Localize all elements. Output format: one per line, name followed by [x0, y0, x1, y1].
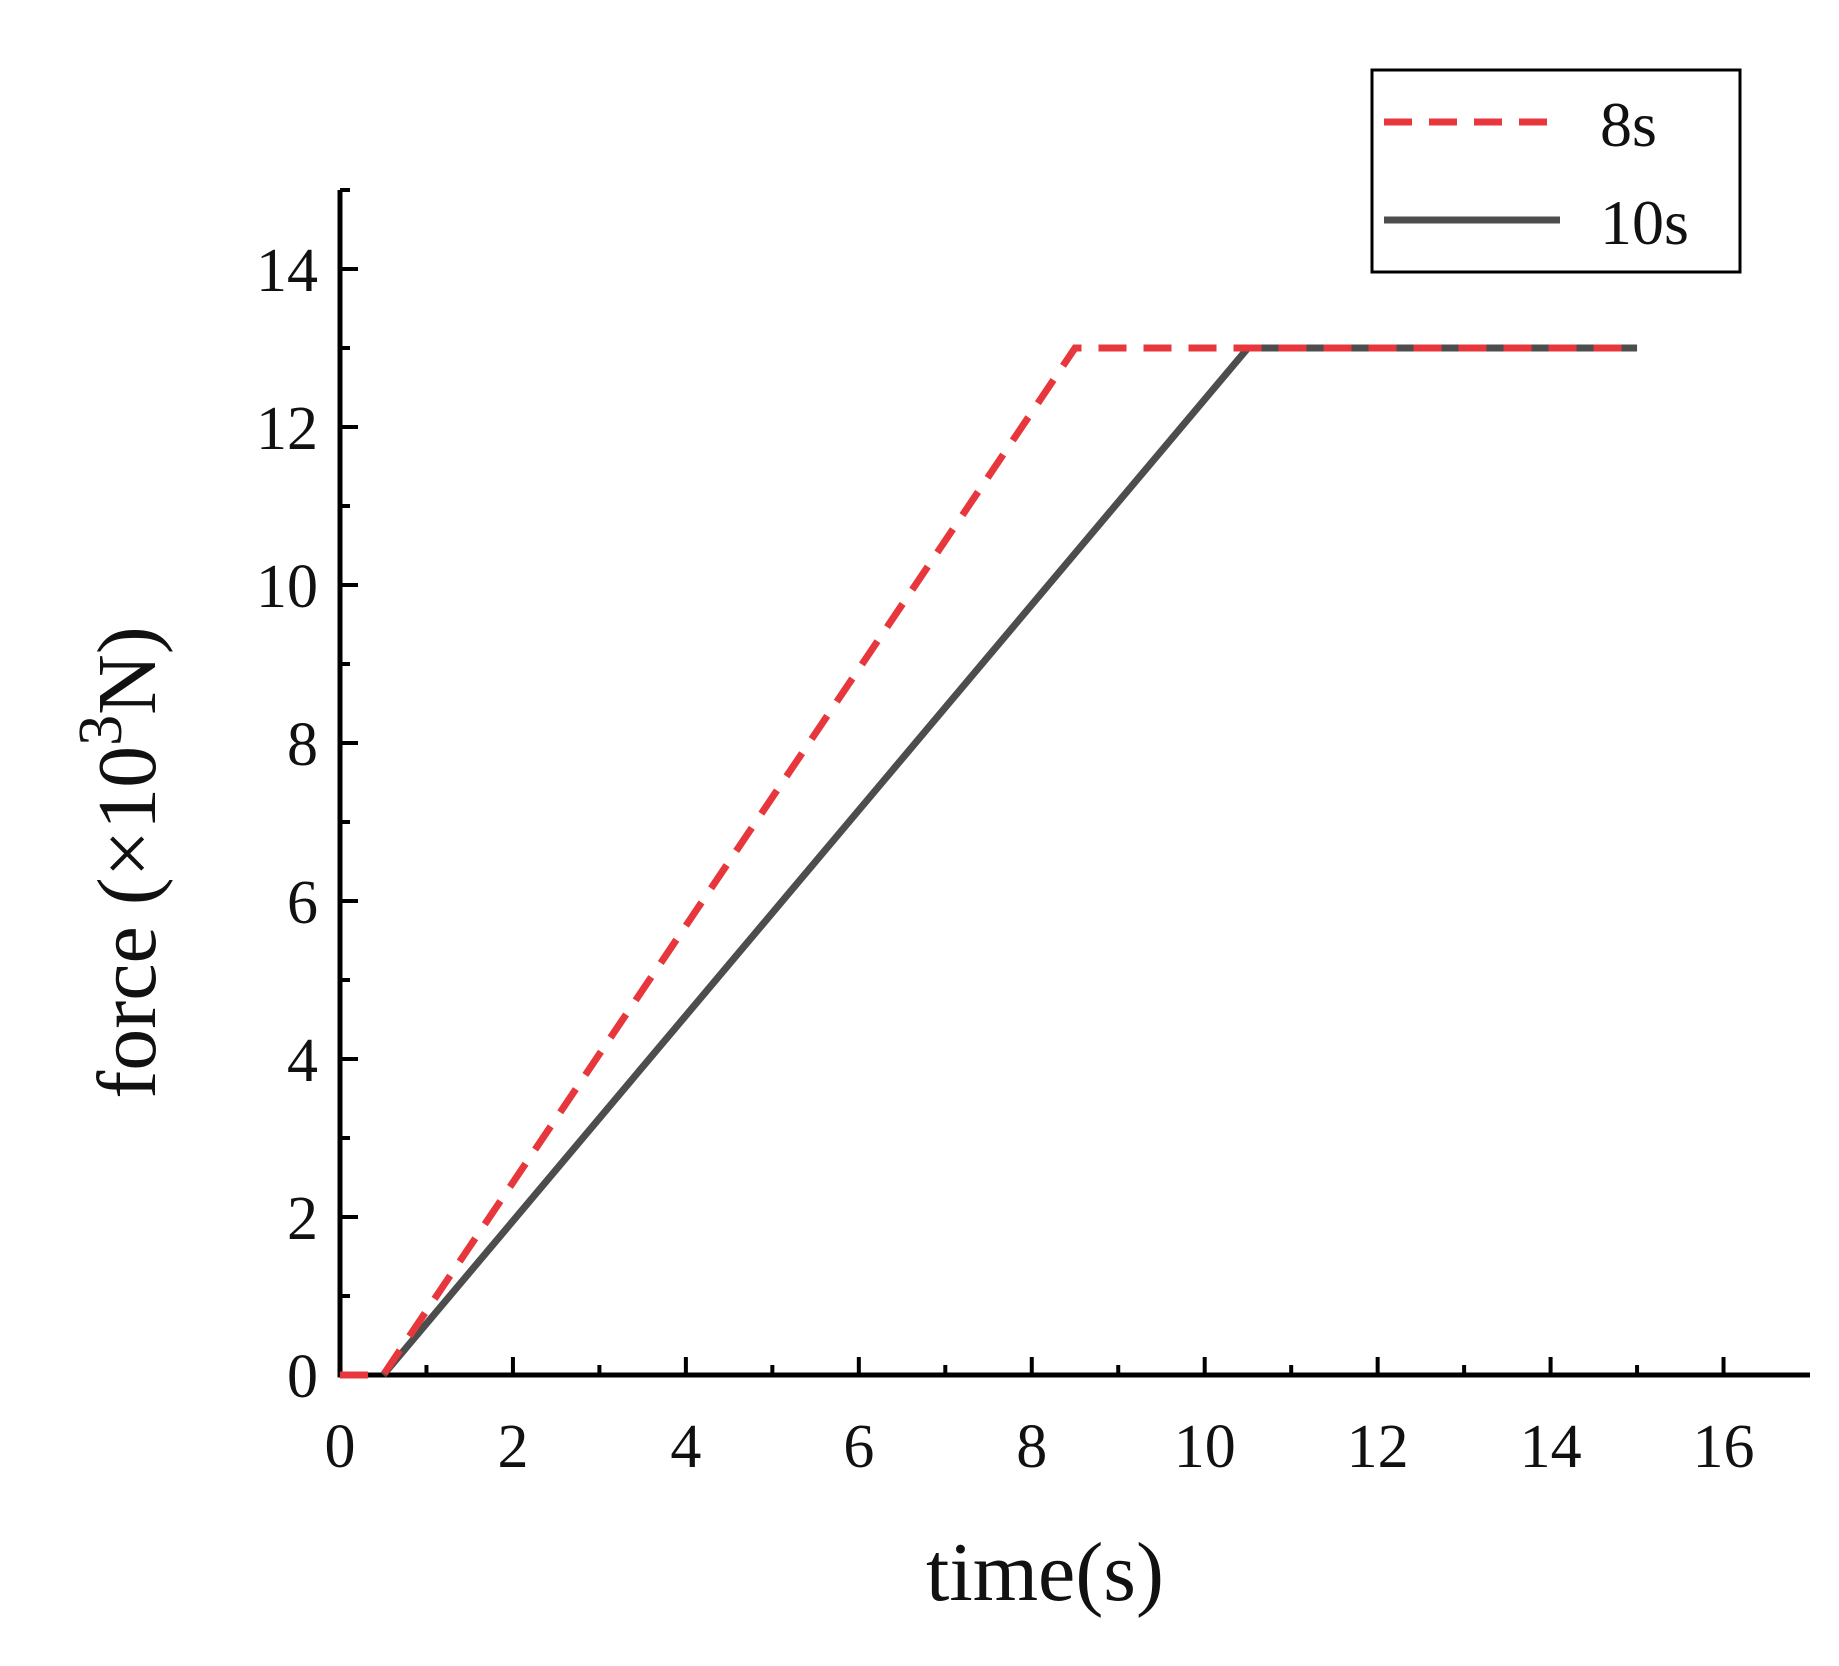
- y-tick-label: 14: [256, 237, 318, 305]
- x-tick-label: 14: [1520, 1413, 1582, 1481]
- series-line-10s: [380, 344, 1638, 1378]
- x-tick-label: 6: [843, 1413, 874, 1481]
- x-tick-label: 2: [497, 1413, 528, 1481]
- x-axis-title: time(s): [926, 1526, 1164, 1619]
- legend: 8s 10s: [1370, 68, 1742, 274]
- axes: [337, 190, 1810, 1378]
- x-tick-label: 12: [1347, 1413, 1409, 1481]
- legend-box: [1370, 68, 1742, 274]
- x-tick-label: 0: [325, 1413, 356, 1481]
- x-tick-label: 10: [1174, 1413, 1236, 1481]
- series-line-8s: [340, 344, 1638, 1379]
- y-axis-title-exponent: 3: [67, 715, 135, 746]
- x-tick-label: 16: [1693, 1413, 1755, 1481]
- y-tick-label: 2: [287, 1185, 318, 1253]
- y-tick-label: 12: [256, 395, 318, 463]
- legend-label-10s: 10s: [1600, 187, 1689, 258]
- y-tick-label: 4: [287, 1027, 318, 1095]
- x-tick-label: 4: [670, 1413, 701, 1481]
- y-tick-label: 10: [256, 553, 318, 621]
- y-tick-label: 8: [287, 711, 318, 779]
- series: [340, 344, 1638, 1379]
- y-tick-label: 0: [287, 1343, 318, 1411]
- ticks: 0 2 4 6 8 10 12 14 0 2 4 6 8 10 12 14 16: [256, 188, 1755, 1481]
- x-tick-label: 8: [1016, 1413, 1047, 1481]
- y-axis-title-main: force (×10: [81, 746, 174, 1099]
- y-axis-title: force (×103N): [67, 626, 174, 1099]
- y-axis-title-unit: N): [81, 626, 174, 715]
- y-tick-label: 6: [287, 869, 318, 937]
- legend-label-8s: 8s: [1600, 89, 1657, 160]
